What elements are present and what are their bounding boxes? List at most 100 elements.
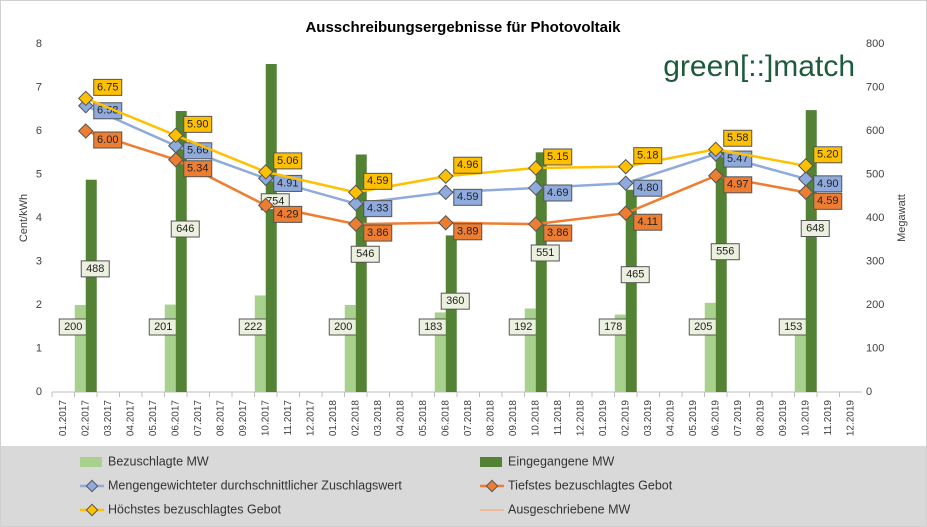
marker <box>437 184 454 201</box>
y2-tick-label: 100 <box>866 342 884 354</box>
value-label-group: 3.86 <box>363 224 393 242</box>
legend-marker <box>85 479 99 493</box>
legend-swatch <box>80 457 102 467</box>
x-tick-label: 09.2017 <box>238 400 249 437</box>
x-tick-label: 07.2019 <box>733 400 744 437</box>
value-label: 5.58 <box>727 132 748 144</box>
bar <box>265 64 277 392</box>
bar-label-group: 192 <box>508 318 538 336</box>
x-tick-label: 02.2019 <box>620 400 631 437</box>
x-tick-label: 04.2019 <box>665 400 676 437</box>
bar <box>164 304 176 392</box>
value-label: 4.29 <box>277 208 298 220</box>
value-label: 4.90 <box>817 178 838 190</box>
value-label-box <box>633 213 663 231</box>
value-label: 4.96 <box>457 159 478 171</box>
value-label-box <box>453 156 483 174</box>
x-tick-label: 02.2017 <box>80 400 91 437</box>
bar-label-group: 551 <box>530 244 560 262</box>
value-label: 4.59 <box>457 191 478 203</box>
marker <box>167 127 184 144</box>
value-label-group: 4.59 <box>453 188 483 206</box>
value-label-box <box>273 205 303 223</box>
bar <box>434 312 446 392</box>
marker <box>527 160 544 176</box>
marker <box>617 158 634 175</box>
value-label: 5.90 <box>187 118 208 130</box>
value-label-box <box>93 102 123 120</box>
x-tick-label: 11.2017 <box>283 400 294 436</box>
value-label-box <box>723 129 753 147</box>
bar <box>74 305 86 392</box>
bar-label-group: 178 <box>598 318 628 336</box>
y-tick-label: 3 <box>36 255 42 267</box>
y2-tick-label: 300 <box>866 255 884 267</box>
bar-label-group: 222 <box>238 318 268 336</box>
x-tick-label: 06.2018 <box>440 400 451 437</box>
legend-label: Bezuschlagte MW <box>108 454 209 468</box>
value-label-box <box>273 152 303 170</box>
x-tick-label: 12.2018 <box>575 400 586 437</box>
marker <box>347 184 364 201</box>
value-label: 5.06 <box>277 155 298 167</box>
bar <box>805 110 817 393</box>
value-label-group: 5.18 <box>633 147 663 165</box>
value-label-group: 5.90 <box>183 115 213 133</box>
bar-label: 192 <box>514 321 532 333</box>
marker <box>257 197 274 214</box>
marker <box>347 216 364 232</box>
bar-label: 178 <box>604 321 622 333</box>
bar-label: 551 <box>536 247 554 259</box>
value-label-box <box>453 223 483 241</box>
marker <box>797 171 814 187</box>
value-label: 4.91 <box>277 177 298 189</box>
bar-label: 646 <box>176 223 194 235</box>
x-tick-label: 05.2018 <box>418 400 429 437</box>
value-label: 4.33 <box>367 203 388 215</box>
x-tick-label: 10.2019 <box>800 400 811 437</box>
value-label: 4.97 <box>727 179 748 191</box>
bar-label-group: 200 <box>58 318 88 336</box>
bar-label: 546 <box>356 248 374 260</box>
bar-label-group: 200 <box>328 318 358 336</box>
bar-label-box <box>800 220 830 238</box>
y2-axis-label: Megawatt <box>896 194 908 242</box>
bar <box>254 295 266 392</box>
marker <box>707 141 724 158</box>
marker <box>77 123 94 139</box>
value-label-box <box>633 179 663 197</box>
y-tick-label: 8 <box>36 38 42 50</box>
value-label-group: 4.33 <box>363 200 393 218</box>
x-tick-label: 11.2018 <box>553 400 564 436</box>
value-label-box <box>543 148 573 166</box>
value-label-group: 4.59 <box>813 192 843 210</box>
value-label-group: 5.15 <box>543 148 573 166</box>
value-label-box <box>183 160 213 178</box>
legend-label: Tiefstes bezuschlagtes Gebot <box>508 478 673 492</box>
bar-label: 200 <box>334 321 352 333</box>
bar <box>794 325 806 392</box>
y2-tick-label: 200 <box>866 299 884 311</box>
value-label: 5.20 <box>817 149 838 161</box>
bar-label: 183 <box>424 321 442 333</box>
value-label: 5.15 <box>547 151 568 163</box>
value-label-group: 6.75 <box>93 78 123 96</box>
y-tick-label: 2 <box>36 299 42 311</box>
y-tick-label: 7 <box>36 81 42 93</box>
legend-swatch <box>480 457 502 467</box>
marker <box>77 90 94 107</box>
value-label-group: 4.97 <box>723 176 753 194</box>
value-label-group: 6.58 <box>93 102 123 120</box>
bar <box>445 235 457 392</box>
value-label: 4.59 <box>367 175 388 187</box>
legend-label: Ausgeschriebene MW <box>508 502 630 516</box>
x-tick-label: 03.2018 <box>373 400 384 437</box>
x-tick-label: 08.2018 <box>485 400 496 437</box>
x-tick-label: 04.2017 <box>125 400 136 437</box>
x-tick-label: 06.2017 <box>170 400 181 437</box>
value-label: 3.86 <box>367 227 388 239</box>
legend-marker <box>85 503 99 517</box>
marker <box>257 164 274 180</box>
y-tick-label: 5 <box>36 168 42 180</box>
